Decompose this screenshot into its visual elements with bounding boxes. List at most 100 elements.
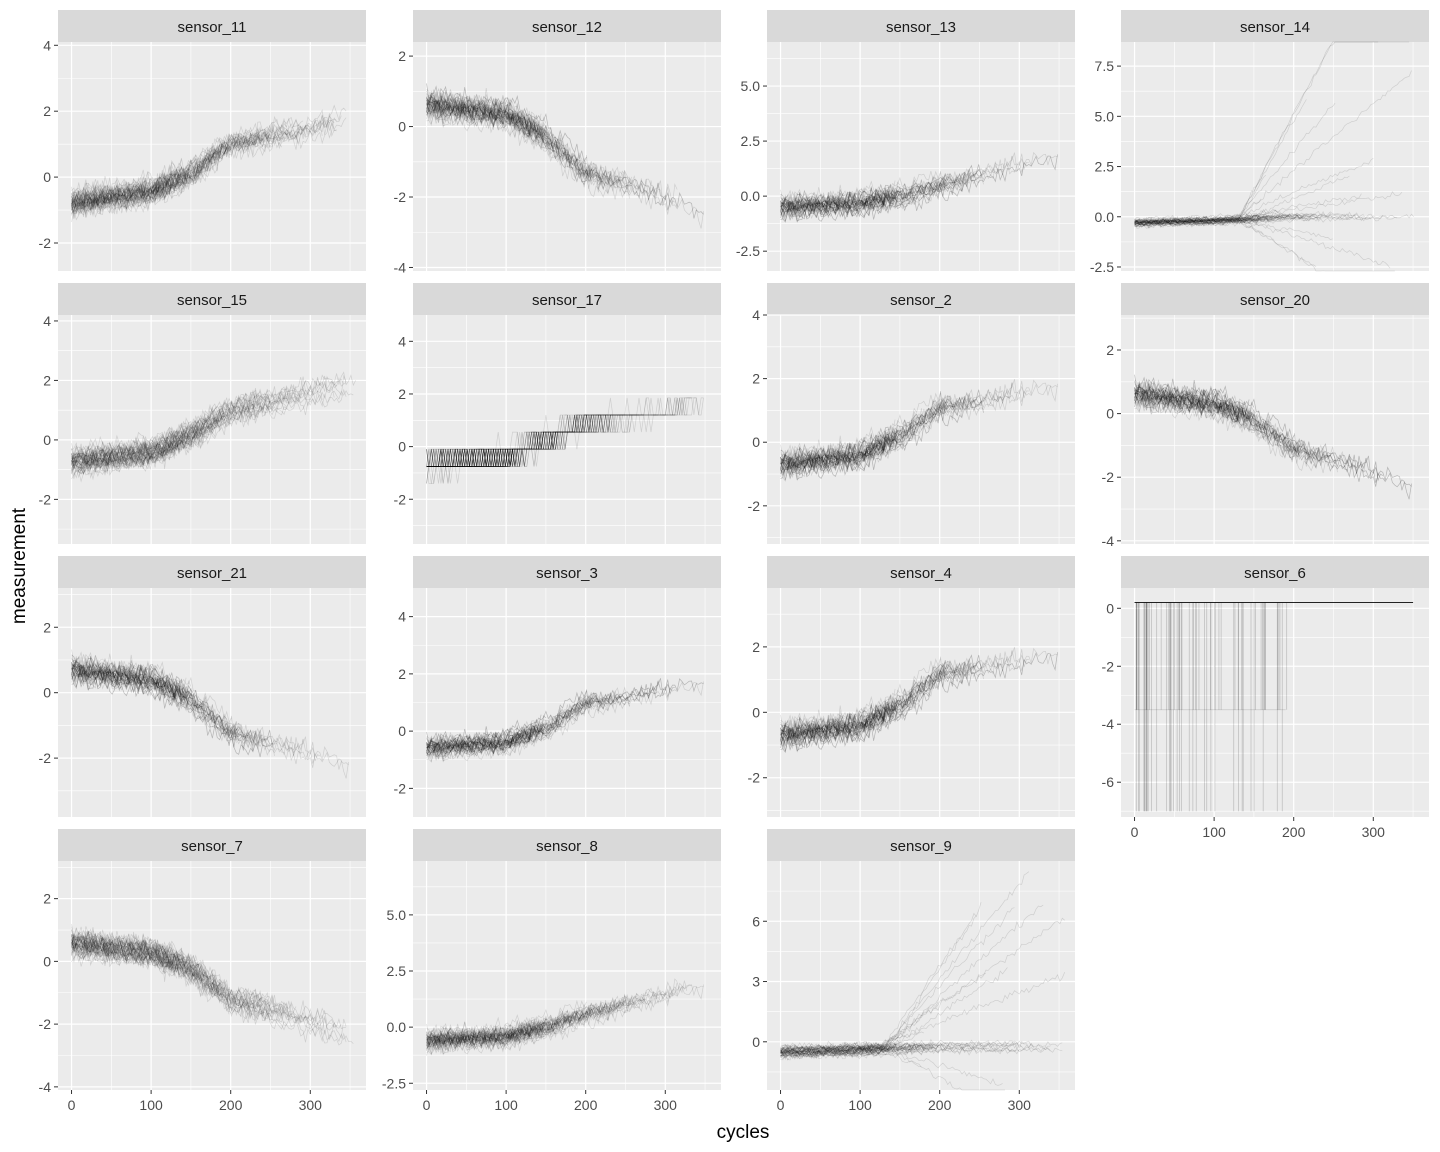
series-line	[780, 195, 884, 214]
series-line	[780, 1045, 891, 1054]
series-line	[780, 180, 946, 220]
series-line	[426, 100, 630, 199]
series-line	[71, 668, 237, 739]
series-line	[426, 414, 628, 467]
series-line	[780, 662, 979, 745]
series-line	[780, 173, 946, 210]
series-line	[426, 692, 592, 751]
series-line	[426, 1008, 592, 1053]
series-line	[1134, 380, 1240, 414]
series-line	[426, 397, 690, 467]
series-line	[71, 661, 197, 710]
x-tick-label: 100	[848, 1097, 872, 1113]
y-tick-label: 7.5	[1095, 58, 1115, 74]
series-line	[71, 435, 196, 472]
series-line	[71, 948, 347, 1046]
series-line	[71, 114, 337, 212]
series-line	[71, 927, 223, 994]
series-line	[71, 387, 259, 463]
series-line	[426, 714, 547, 754]
series-line	[426, 95, 659, 200]
series-line	[426, 431, 570, 484]
series-line	[71, 123, 290, 209]
series-line	[71, 157, 201, 205]
series-line	[71, 666, 275, 756]
series-line	[780, 183, 906, 206]
panel-title: sensor_4	[890, 565, 952, 582]
panel-title: sensor_21	[177, 565, 247, 582]
series-line	[780, 1039, 1034, 1056]
series-line	[780, 902, 982, 1054]
series-line	[71, 668, 237, 739]
y-tick-label: 4	[43, 313, 51, 329]
series-line	[71, 132, 259, 210]
series-line	[71, 924, 185, 963]
series-line	[426, 698, 592, 761]
series-line	[426, 432, 540, 467]
series-line	[426, 414, 599, 467]
series-line	[1134, 215, 1269, 226]
series-line	[780, 701, 896, 742]
series-line	[780, 397, 958, 470]
panel-strip	[58, 829, 366, 861]
series-line	[1134, 212, 1364, 225]
series-line	[780, 1044, 1063, 1060]
series-line	[780, 703, 894, 745]
series-line	[71, 422, 196, 466]
panel-strip	[413, 10, 721, 42]
trace-group	[71, 104, 347, 223]
series-line	[780, 389, 984, 469]
series-line	[71, 926, 182, 959]
series-line	[426, 687, 652, 757]
series-line	[426, 94, 540, 137]
series-line	[780, 702, 884, 736]
series-line	[71, 432, 201, 474]
y-tick-label: 5.0	[741, 78, 761, 94]
series-line	[71, 662, 175, 701]
series-line	[71, 932, 220, 992]
y-tick-label: -2	[394, 189, 407, 205]
series-line	[780, 688, 896, 736]
series-line	[71, 658, 204, 712]
series-line	[71, 936, 292, 1021]
series-line	[71, 392, 292, 469]
series-line	[426, 681, 659, 755]
series-line	[426, 1006, 592, 1054]
series-line	[71, 415, 211, 468]
series-line	[780, 394, 946, 467]
series-line	[426, 1015, 551, 1042]
series-line	[426, 100, 604, 190]
series-line	[426, 1024, 573, 1056]
series-line	[1134, 214, 1314, 226]
y-tick-label: 2	[43, 103, 51, 119]
series-line	[1134, 378, 1238, 411]
y-tick-label: 4	[43, 37, 51, 53]
series-line	[71, 385, 335, 472]
series-line	[780, 1046, 912, 1057]
series-line	[780, 187, 963, 221]
x-tick-label: 0	[1131, 824, 1139, 840]
series-line	[426, 83, 587, 163]
series-line	[780, 432, 884, 465]
y-tick-label: 2	[1106, 342, 1114, 358]
series-line	[780, 661, 984, 746]
series-line	[426, 726, 539, 754]
series-line	[780, 383, 1058, 478]
series-line	[780, 1044, 927, 1058]
series-line	[426, 693, 630, 757]
panel-title: sensor_11	[178, 19, 247, 36]
series-line	[780, 1047, 913, 1058]
series-line	[780, 154, 1058, 220]
series-line	[1134, 213, 1331, 225]
series-line	[780, 188, 884, 210]
y-tick-label: -6	[1102, 774, 1115, 790]
series-line	[780, 180, 946, 220]
series-line	[426, 95, 671, 203]
series-line	[426, 1026, 542, 1047]
series-line	[780, 652, 1058, 749]
series-line	[1134, 387, 1383, 482]
series-line	[426, 414, 644, 467]
series-line	[426, 722, 552, 760]
series-line	[71, 655, 204, 705]
series-line	[780, 433, 894, 474]
